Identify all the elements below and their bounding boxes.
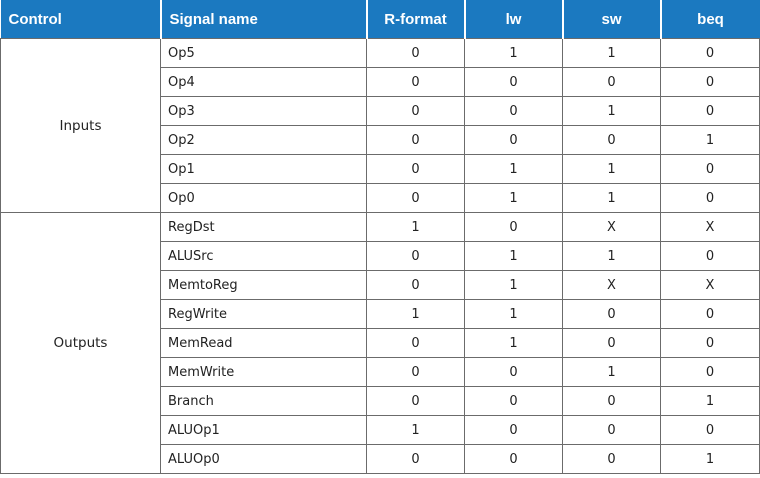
signal-name-cell: Branch bbox=[160, 386, 367, 416]
value-cell-beq: X bbox=[660, 212, 760, 242]
header-signal-name: Signal name bbox=[160, 0, 368, 39]
header-control: Control bbox=[0, 0, 162, 39]
value-cell-beq: 0 bbox=[660, 415, 760, 445]
signal-name-cell: RegWrite bbox=[160, 299, 367, 329]
value-cell-sw: 1 bbox=[562, 154, 661, 184]
signal-name-cell: Op1 bbox=[160, 154, 367, 184]
signal-name-cell: Op3 bbox=[160, 96, 367, 126]
value-cell-lw: 1 bbox=[464, 299, 563, 329]
value-cell-lw: 1 bbox=[464, 183, 563, 213]
signal-name-cell: ALUOp0 bbox=[160, 444, 367, 474]
signal-name-cell: ALUSrc bbox=[160, 241, 367, 271]
header-beq: beq bbox=[660, 0, 760, 39]
value-cell-lw: 0 bbox=[464, 96, 563, 126]
group-label-inputs: Inputs bbox=[0, 38, 161, 213]
value-cell-r-format: 0 bbox=[366, 241, 465, 271]
value-cell-sw: X bbox=[562, 270, 661, 300]
group-label-outputs: Outputs bbox=[0, 212, 161, 474]
value-cell-lw: 1 bbox=[464, 241, 563, 271]
signal-name-cell: Op4 bbox=[160, 67, 367, 97]
value-cell-sw: X bbox=[562, 212, 661, 242]
signal-name-cell: MemWrite bbox=[160, 357, 367, 387]
table-row: Op4 0 0 0 0 bbox=[1, 67, 760, 97]
value-cell-lw: 0 bbox=[464, 67, 563, 97]
value-cell-beq: 1 bbox=[660, 444, 760, 474]
value-cell-lw: 1 bbox=[464, 328, 563, 358]
value-cell-r-format: 0 bbox=[366, 357, 465, 387]
table-body: Inputs Op5 0 1 1 0 Op4 0 0 0 0 Op3 0 0 1 0 Op2 0 0 0 1 Op1 0 1 1… bbox=[0, 38, 760, 474]
value-cell-beq: 0 bbox=[660, 328, 760, 358]
table-row: Branch 0 0 0 1 bbox=[1, 386, 760, 416]
value-cell-r-format: 0 bbox=[366, 183, 465, 213]
table-row: Inputs Op5 0 1 1 0 bbox=[0, 38, 760, 213]
value-cell-lw: 0 bbox=[464, 444, 563, 474]
header-r-format: R-format bbox=[366, 0, 466, 39]
signal-name-cell: MemtoReg bbox=[160, 270, 367, 300]
value-cell-r-format: 0 bbox=[366, 125, 465, 155]
value-cell-beq: 1 bbox=[660, 386, 760, 416]
value-cell-r-format: 1 bbox=[366, 415, 465, 445]
value-cell-sw: 1 bbox=[562, 38, 661, 68]
header-row: Control Signal name R-format lw sw beq bbox=[0, 0, 760, 39]
value-cell-sw: 1 bbox=[562, 183, 661, 213]
value-cell-beq: 0 bbox=[660, 241, 760, 271]
value-cell-sw: 0 bbox=[562, 444, 661, 474]
value-cell-sw: 0 bbox=[562, 125, 661, 155]
value-cell-beq: 0 bbox=[660, 183, 760, 213]
value-cell-r-format: 0 bbox=[366, 444, 465, 474]
value-cell-beq: 0 bbox=[660, 299, 760, 329]
value-cell-beq: 1 bbox=[660, 125, 760, 155]
value-cell-sw: 1 bbox=[562, 96, 661, 126]
signal-name-cell: Op2 bbox=[160, 125, 367, 155]
table-row: ALUOp0 0 0 0 1 bbox=[1, 444, 760, 474]
table-row: MemWrite 0 0 1 0 bbox=[1, 357, 760, 387]
signal-name-cell: MemRead bbox=[160, 328, 367, 358]
table-row: MemtoReg 0 1 X X bbox=[1, 270, 760, 300]
table-row: ALUSrc 0 1 1 0 bbox=[1, 241, 760, 271]
value-cell-beq: 0 bbox=[660, 96, 760, 126]
signal-name-cell: RegDst bbox=[160, 212, 367, 242]
value-cell-lw: 1 bbox=[464, 154, 563, 184]
value-cell-lw: 0 bbox=[464, 125, 563, 155]
value-cell-lw: 0 bbox=[464, 357, 563, 387]
value-cell-sw: 0 bbox=[562, 328, 661, 358]
value-cell-sw: 0 bbox=[562, 299, 661, 329]
value-cell-r-format: 0 bbox=[366, 154, 465, 184]
value-cell-r-format: 0 bbox=[366, 386, 465, 416]
value-cell-r-format: 0 bbox=[366, 38, 465, 68]
value-cell-r-format: 1 bbox=[366, 212, 465, 242]
value-cell-sw: 1 bbox=[562, 357, 661, 387]
value-cell-lw: 0 bbox=[464, 415, 563, 445]
value-cell-beq: 0 bbox=[660, 38, 760, 68]
value-cell-r-format: 0 bbox=[366, 96, 465, 126]
table-row: Outputs RegDst 1 0 X X bbox=[0, 212, 760, 474]
value-cell-r-format: 1 bbox=[366, 299, 465, 329]
value-cell-beq: 0 bbox=[660, 154, 760, 184]
value-cell-sw: 0 bbox=[562, 415, 661, 445]
value-cell-beq: X bbox=[660, 270, 760, 300]
value-cell-beq: 0 bbox=[660, 67, 760, 97]
header-lw: lw bbox=[464, 0, 564, 39]
value-cell-sw: 0 bbox=[562, 386, 661, 416]
table-row: RegWrite 1 1 0 0 bbox=[1, 299, 760, 329]
value-cell-r-format: 0 bbox=[366, 67, 465, 97]
value-cell-sw: 1 bbox=[562, 241, 661, 271]
value-cell-beq: 0 bbox=[660, 357, 760, 387]
value-cell-lw: 1 bbox=[464, 270, 563, 300]
value-cell-r-format: 0 bbox=[366, 328, 465, 358]
value-cell-lw: 0 bbox=[464, 386, 563, 416]
value-cell-lw: 1 bbox=[464, 38, 563, 68]
signal-name-cell: Op0 bbox=[160, 183, 367, 213]
value-cell-lw: 0 bbox=[464, 212, 563, 242]
signal-name-cell: Op5 bbox=[160, 38, 367, 68]
signal-name-cell: ALUOp1 bbox=[160, 415, 367, 445]
value-cell-sw: 0 bbox=[562, 67, 661, 97]
value-cell-r-format: 0 bbox=[366, 270, 465, 300]
header-sw: sw bbox=[562, 0, 662, 39]
